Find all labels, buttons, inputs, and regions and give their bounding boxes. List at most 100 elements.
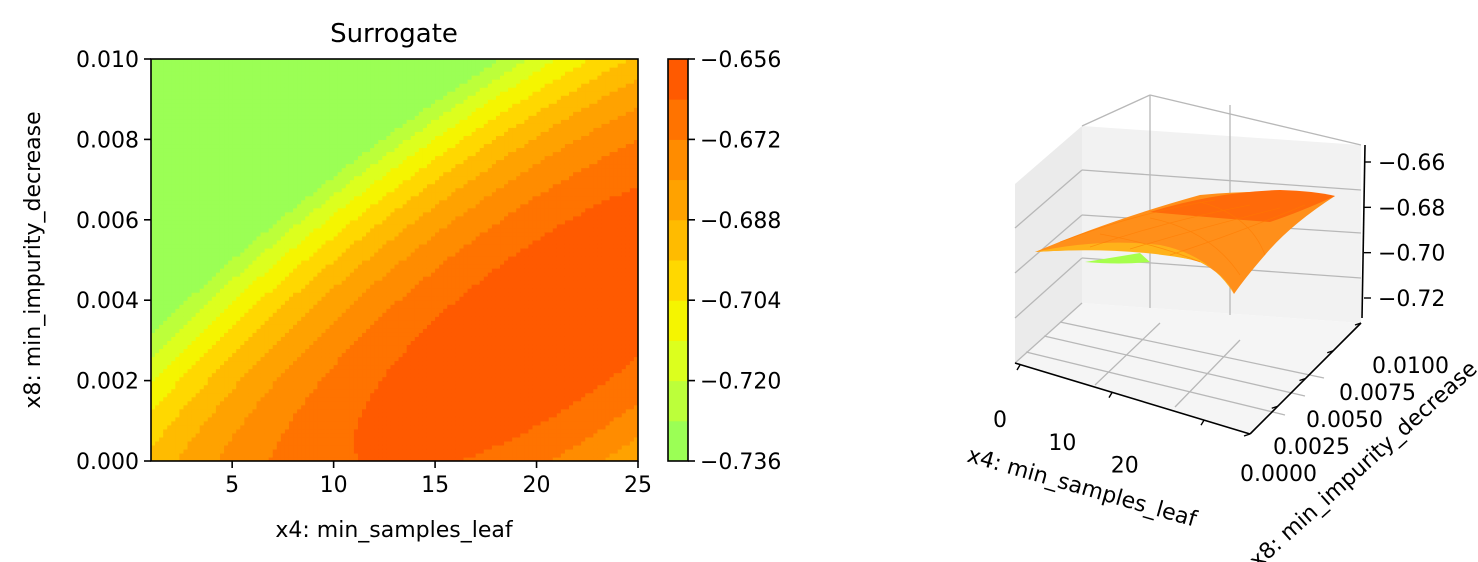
contour-cell xyxy=(191,211,197,217)
contour-cell xyxy=(288,356,294,362)
contour-cell xyxy=(163,179,168,185)
contour-cell xyxy=(171,440,176,446)
contour-cell xyxy=(288,63,294,68)
contour-cell xyxy=(325,103,331,108)
contour-cell xyxy=(191,171,197,177)
contour-cell xyxy=(337,428,343,434)
contour-cell xyxy=(252,392,258,398)
contour-cell xyxy=(195,272,201,277)
contour-cell xyxy=(240,264,245,269)
contour-cell xyxy=(349,119,355,124)
contour-cell xyxy=(199,235,205,241)
contour-cell xyxy=(236,312,241,317)
contour-cell xyxy=(288,324,294,329)
contour-cell xyxy=(240,223,245,229)
contour-cell xyxy=(163,251,168,257)
contour-cell xyxy=(317,444,323,450)
contour-cell xyxy=(159,260,164,265)
contour-cell xyxy=(167,171,172,177)
contour-cell xyxy=(211,251,217,257)
contour-cell xyxy=(191,111,197,116)
contour-cell xyxy=(301,167,306,173)
contour-cell xyxy=(203,364,209,370)
contour-cell xyxy=(349,452,355,458)
contour-cell xyxy=(284,284,290,289)
contour-cell xyxy=(337,388,343,394)
contour-cell xyxy=(191,183,197,189)
contour-cell xyxy=(337,304,343,309)
contour-cell xyxy=(155,436,160,442)
contour-cell xyxy=(244,408,249,414)
contour-cell xyxy=(155,147,160,153)
contour-cell xyxy=(203,352,209,358)
contour-cell xyxy=(240,67,245,72)
contour-cell xyxy=(321,376,327,382)
contour-cell xyxy=(345,456,351,461)
contour-cell xyxy=(272,107,278,112)
contour-cell xyxy=(321,131,327,136)
contour-cell xyxy=(167,272,172,277)
contour-cell xyxy=(219,300,225,305)
contour-cell xyxy=(207,175,213,181)
contour-cell xyxy=(155,272,160,277)
contour-cell xyxy=(276,95,282,100)
contour-cell xyxy=(183,420,189,426)
contour-cell xyxy=(232,211,237,217)
contour-cell xyxy=(151,392,156,398)
contour-cell xyxy=(244,312,249,317)
contour-cell xyxy=(219,139,225,145)
contour-cell xyxy=(228,400,233,406)
contour-cell xyxy=(167,388,172,394)
contour-cell xyxy=(183,280,189,285)
contour-cell xyxy=(329,155,335,161)
contour-cell xyxy=(203,63,209,68)
contour-cell xyxy=(211,332,217,337)
contour-cell xyxy=(203,404,209,410)
contour-cell xyxy=(293,183,298,189)
contour-cell xyxy=(240,59,245,64)
contour-cell xyxy=(309,268,314,273)
contour-cell xyxy=(195,400,201,406)
contour-cell xyxy=(301,175,306,181)
contour-cell xyxy=(268,179,274,185)
contour-cell xyxy=(163,384,168,390)
contour-cell xyxy=(215,247,221,253)
contour-cell xyxy=(244,235,249,241)
contour-cell xyxy=(321,260,327,265)
contour-cell xyxy=(309,432,314,438)
contour-cell xyxy=(313,280,318,285)
contour-cell xyxy=(280,75,286,80)
contour-cell xyxy=(321,115,327,120)
contour-cell xyxy=(187,211,193,217)
contour-cell xyxy=(317,255,323,261)
contour-cell xyxy=(183,288,189,293)
contour-cell xyxy=(256,127,262,132)
contour-cell xyxy=(268,264,274,269)
contour-cell xyxy=(345,151,351,157)
contour-cell xyxy=(301,115,306,120)
contour-cell xyxy=(151,384,156,390)
contour-cell xyxy=(191,276,197,281)
contour-cell xyxy=(345,219,351,225)
contour-cell xyxy=(297,103,302,108)
contour-cell xyxy=(321,356,327,362)
contour-cell xyxy=(321,219,327,225)
contour-cell xyxy=(280,396,286,402)
contour-cell xyxy=(171,219,176,225)
contour-cell xyxy=(341,251,347,257)
contour-cell xyxy=(203,115,209,120)
contour-cell xyxy=(272,191,278,197)
contour-cell xyxy=(207,432,213,438)
contour-cell xyxy=(248,231,254,237)
contour-cell xyxy=(236,428,241,434)
contour-cell xyxy=(175,163,181,169)
contour-cell xyxy=(155,276,160,281)
contour-cell xyxy=(248,320,254,325)
contour-cell xyxy=(175,360,181,366)
contour-cell xyxy=(280,404,286,410)
contour-cell xyxy=(341,280,347,285)
contour-cell xyxy=(305,139,310,145)
contour-cell xyxy=(256,316,262,321)
contour-cell xyxy=(301,388,306,394)
contour-cell xyxy=(341,187,347,193)
